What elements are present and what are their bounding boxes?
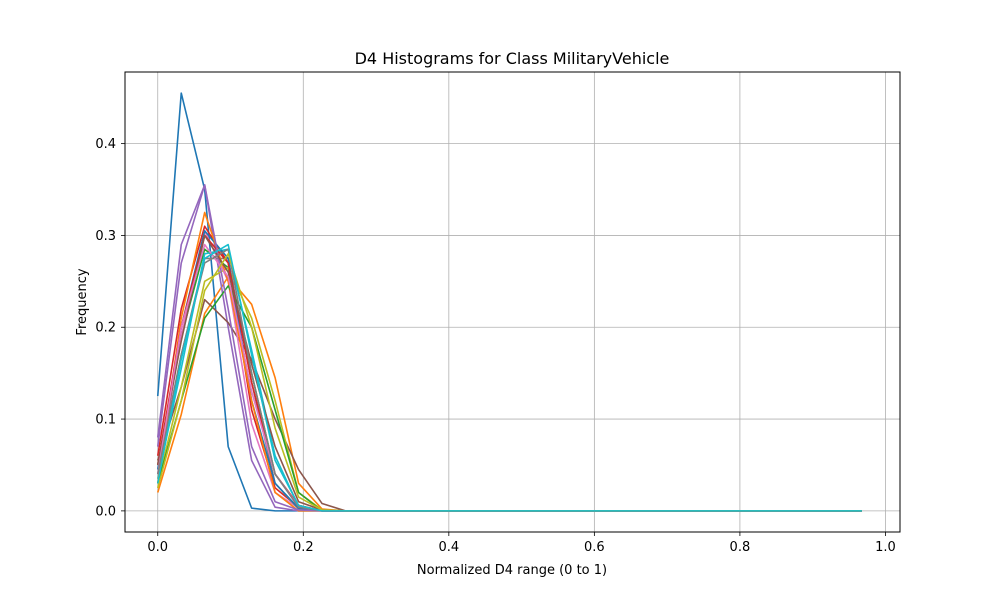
y-tick-label: 0.1: [95, 413, 116, 428]
plot-area: [156, 92, 862, 512]
x-tick-label: 0.6: [584, 540, 605, 555]
axes-frame: [124, 71, 901, 533]
x-tick-label: 1.0: [875, 540, 896, 555]
y-tick-label: 0.2: [95, 321, 116, 336]
y-tick-label: 0.0: [95, 504, 116, 519]
x-tick-label: 0.4: [438, 540, 459, 555]
y-axis: 0.0 0.1 0.2 0.3 0.4: [95, 137, 125, 519]
y-axis-label: Frequency: [75, 268, 90, 335]
y-tick-label: 0.4: [95, 137, 116, 152]
chart-title: D4 Histograms for Class MilitaryVehicle: [355, 49, 670, 68]
series-line-20: [156, 243, 862, 512]
grid: [125, 72, 900, 532]
x-tick-label: 0.8: [730, 540, 751, 555]
x-axis: 0.0 0.2 0.4 0.6 0.8 1.0: [147, 532, 896, 555]
x-axis-label: Normalized D4 range (0 to 1): [417, 563, 607, 578]
x-tick-label: 0.0: [147, 540, 168, 555]
x-tick-label: 0.2: [293, 540, 314, 555]
y-tick-label: 0.3: [95, 229, 116, 244]
